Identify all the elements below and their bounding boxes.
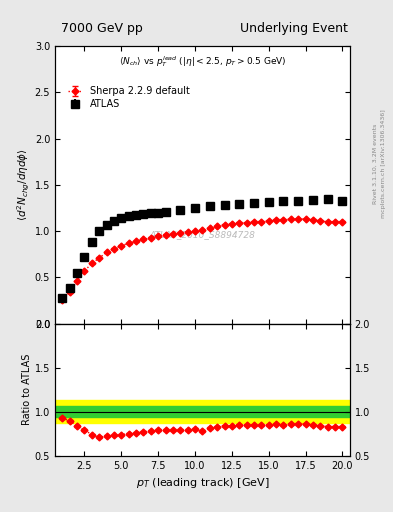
- Legend: Sherpa 2.2.9 default, ATLAS: Sherpa 2.2.9 default, ATLAS: [66, 84, 192, 111]
- Text: Rivet 3.1.10, 3.2M events: Rivet 3.1.10, 3.2M events: [373, 124, 378, 204]
- Bar: [55, 400, 350, 423]
- Y-axis label: $\langle d^2 N_{chg}/d\eta d\phi \rangle$: $\langle d^2 N_{chg}/d\eta d\phi \rangle…: [16, 148, 32, 221]
- X-axis label: $p_T$ (leading track) [GeV]: $p_T$ (leading track) [GeV]: [136, 476, 269, 490]
- Text: Underlying Event: Underlying Event: [240, 22, 348, 35]
- Text: 7000 GeV pp: 7000 GeV pp: [61, 22, 143, 35]
- Text: ATLAS_2010_S8894728: ATLAS_2010_S8894728: [149, 230, 255, 239]
- Text: mcplots.cern.ch [arXiv:1306.3436]: mcplots.cern.ch [arXiv:1306.3436]: [381, 110, 386, 218]
- Text: $\langle N_{ch}\rangle$ vs $p_T^{lead}$ ($|\eta| < 2.5$, $p_T > 0.5$ GeV): $\langle N_{ch}\rangle$ vs $p_T^{lead}$ …: [119, 54, 286, 69]
- Y-axis label: Ratio to ATLAS: Ratio to ATLAS: [22, 354, 32, 425]
- Bar: [55, 407, 350, 417]
